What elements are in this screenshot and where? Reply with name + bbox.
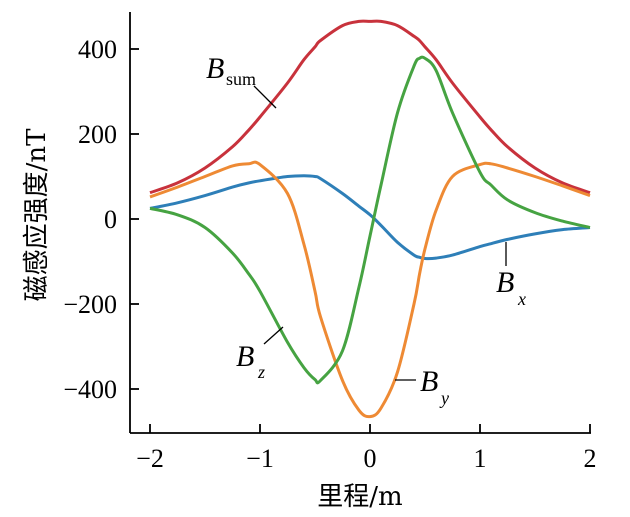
series-line-b-y: [149, 160, 591, 419]
label-b-sum: B sum: [206, 52, 277, 109]
y-tick-label: 0: [104, 205, 117, 234]
series-sub-b-x: x: [517, 289, 526, 309]
series-label-b-x: B: [496, 266, 514, 299]
series-sub-b-y: y: [439, 388, 449, 408]
x-tick-label: 0: [364, 444, 377, 473]
plot-series: [149, 19, 591, 419]
series-line-b-z: [149, 55, 591, 385]
series-label-b-y: B: [420, 365, 438, 398]
series-label-b-z: B: [236, 340, 254, 373]
axes: [129, 12, 591, 434]
x-tick-label: −2: [136, 444, 164, 473]
x-tick-label: 2: [584, 444, 597, 473]
series-sub-b-sum: sum: [226, 69, 256, 89]
series-sub-b-z: z: [257, 362, 265, 382]
ticks: −400 −200 0 200 400 −2 −1 0 1 2: [63, 35, 596, 473]
y-axis-title: 磁感应强度/nT: [22, 128, 52, 302]
y-tick-label: −400: [63, 375, 117, 404]
x-axis-title: 里程/m: [317, 482, 402, 512]
series-line-b-x: [149, 174, 591, 261]
leader-b-sum: [253, 85, 277, 109]
x-tick-label: 1: [474, 444, 487, 473]
label-b-x: B x: [496, 242, 526, 309]
label-b-z: B z: [236, 326, 284, 382]
y-tick-label: 200: [78, 120, 117, 149]
series-line-b-sum: [149, 19, 591, 195]
leader-b-z: [263, 326, 284, 345]
y-tick-label: −200: [63, 290, 117, 319]
x-tick-label: −1: [246, 444, 274, 473]
label-b-y: B y: [395, 365, 449, 408]
series-label-b-sum: B: [206, 52, 224, 85]
y-tick-label: 400: [78, 35, 117, 64]
